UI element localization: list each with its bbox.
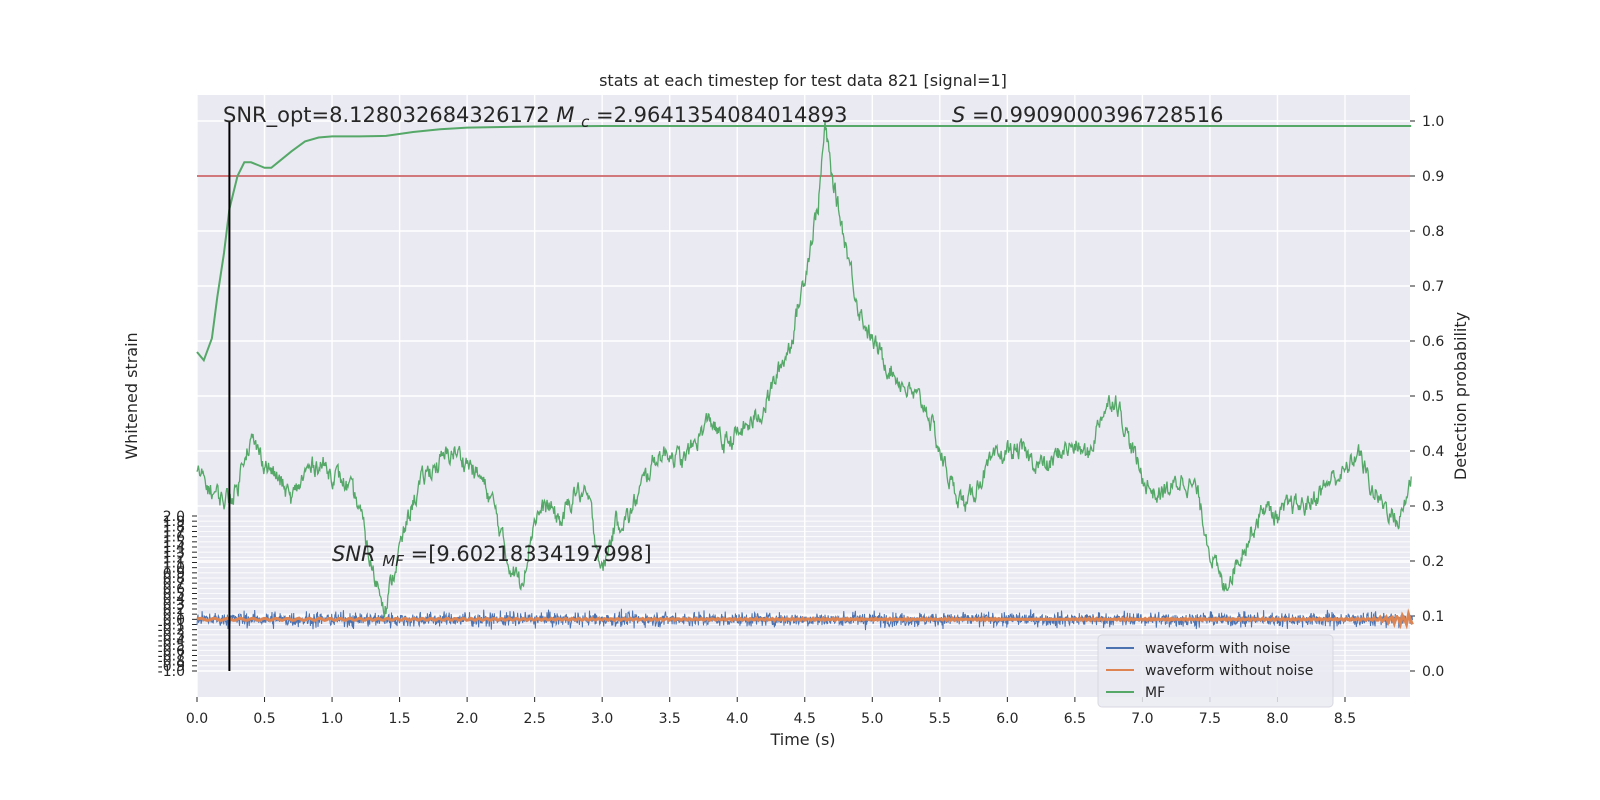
y-tick-label-right: 0.9	[1422, 169, 1444, 185]
y-tick-label-left: 1.7	[163, 525, 185, 541]
x-tick-label: 5.5	[929, 711, 951, 727]
annotation-snr-mf-label: SNR	[332, 542, 376, 566]
right-axis-ticks: 0.0 0.1 0.2 0.3 0.4 0.5 0.6 0.7 0.8 0.9 1.0	[1410, 114, 1444, 680]
annotation-mc-value: =2.9641354084014893	[596, 103, 847, 127]
y-tick-label-left: 1.1	[163, 556, 185, 572]
annotation-s: S =0.9909000396728516	[952, 103, 1223, 127]
y-tick-label-left: 1.6	[163, 530, 185, 546]
y-axis-label-left: Whitened strain	[122, 332, 141, 459]
left-axis-ticks: -1.0-0.9-0.8-0.7-0.6-0.5-0.4-0.3-0.2-0.1…	[158, 509, 197, 680]
y-tick-label-left: 0.1	[163, 607, 185, 623]
y-tick-label-left: -0.9	[158, 659, 185, 675]
y-tick-label-left: 0.4	[163, 592, 185, 608]
y-tick-label-left: 0.3	[163, 597, 185, 613]
x-tick-label: 8.0	[1266, 711, 1288, 727]
y-tick-label-left: -0.2	[158, 623, 185, 639]
y-tick-label-left: 0.2	[163, 602, 185, 618]
annotation-s-value: =0.9909000396728516	[972, 103, 1223, 127]
legend: waveform with noise waveform without nois…	[1097, 634, 1334, 708]
x-tick-label: 3.0	[591, 711, 613, 727]
y-tick-label-right: 0.1	[1422, 609, 1444, 625]
y-tick-label-right: 0.6	[1422, 334, 1444, 350]
x-tick-label: 3.5	[659, 711, 681, 727]
y-tick-label-right: 0.2	[1422, 554, 1444, 570]
y-tick-label-left: -0.7	[158, 649, 185, 665]
y-tick-label-left: 1.0	[163, 561, 185, 577]
y-tick-label-left: -1.0	[158, 664, 185, 680]
legend-entry: MF	[1145, 685, 1165, 701]
annotation-mc-label: M	[556, 103, 574, 127]
x-tick-label: 1.5	[388, 711, 410, 727]
x-tick-label: 2.5	[524, 711, 546, 727]
y-tick-label-left: 1.3	[163, 545, 185, 561]
y-axis-label-right: Detection probability	[1451, 312, 1470, 480]
y-tick-label-left: -0.3	[158, 628, 185, 644]
y-tick-label-right: 1.0	[1422, 114, 1444, 130]
legend-box	[1097, 634, 1334, 708]
series-layer	[196, 121, 1414, 671]
legend-entry: waveform with noise	[1145, 641, 1290, 657]
y-tick-label-right: 0.4	[1422, 444, 1444, 460]
x-tick-label: 7.5	[1199, 711, 1221, 727]
y-tick-label-right: 0.5	[1422, 389, 1444, 405]
y-tick-label-left: -0.5	[158, 638, 185, 654]
x-tick-label: 8.5	[1334, 711, 1356, 727]
annotation-snr-mf-sub: MF	[382, 552, 404, 570]
y-tick-label-left: 2.0	[163, 509, 185, 525]
y-tick-label-left: 1.4	[163, 540, 185, 556]
x-tick-label: 6.5	[1064, 711, 1086, 727]
annotation-mc-sub: c	[581, 113, 590, 131]
y-tick-label-right: 0.7	[1422, 279, 1444, 295]
y-tick-label-left: 0.0	[163, 612, 185, 628]
x-tick-label: 0.0	[186, 711, 208, 727]
annotation-top: SNR_opt=8.128032684326172 M c =2.9641354…	[223, 103, 847, 132]
annotation-snr-opt: SNR_opt=8.128032684326172	[223, 103, 550, 128]
y-tick-label-left: 1.8	[163, 519, 185, 535]
y-tick-label-left: 0.8	[163, 571, 185, 587]
x-tick-label: 1.0	[321, 711, 343, 727]
annotation-s-label: S	[952, 103, 965, 127]
series-waveform-without-noise	[196, 608, 1414, 630]
y-tick-label-left: 0.6	[163, 581, 185, 597]
x-tick-label: 4.5	[794, 711, 816, 727]
x-tick-label: 0.5	[253, 711, 275, 727]
legend-entry: waveform without noise	[1145, 663, 1313, 679]
x-tick-label: 6.0	[996, 711, 1018, 727]
x-tick-label: 7.0	[1131, 711, 1153, 727]
y-tick-label-right: 0.3	[1422, 499, 1444, 515]
x-tick-label: 4.0	[726, 711, 748, 727]
y-tick-label-left: 0.5	[163, 587, 185, 603]
series-detection-probability	[196, 121, 1412, 618]
chart-title: stats at each timestep for test data 821…	[599, 71, 1007, 90]
y-tick-label-left: 1.2	[163, 550, 185, 566]
y-tick-label-left: -0.4	[158, 633, 185, 649]
y-tick-label-left: 1.5	[163, 535, 185, 551]
annotation-snr-mf: SNR MF =[9.60218334197998]	[332, 542, 652, 571]
x-tick-label: 5.0	[861, 711, 883, 727]
annotation-snr-mf-value: =[9.60218334197998]	[411, 542, 652, 566]
y-tick-label-right: 0.0	[1422, 664, 1444, 680]
y-tick-label-left: -0.1	[158, 618, 185, 634]
y-tick-label-left: -0.8	[158, 654, 185, 670]
y-tick-label-left: 0.9	[163, 566, 185, 582]
y-tick-label-right: 0.8	[1422, 224, 1444, 240]
y-tick-label-left: -0.6	[158, 643, 185, 659]
x-axis-ticks: 0.0 0.5 1.0 1.5 2.0 2.5 3.0 3.5 4.0 4.5 5.0 5.5 6.0 6…	[186, 697, 1356, 727]
y-tick-label-left: 1.9	[163, 514, 185, 530]
x-axis-label: Time (s)	[769, 730, 835, 749]
y-tick-label-left: 0.7	[163, 576, 185, 592]
x-tick-label: 2.0	[456, 711, 478, 727]
